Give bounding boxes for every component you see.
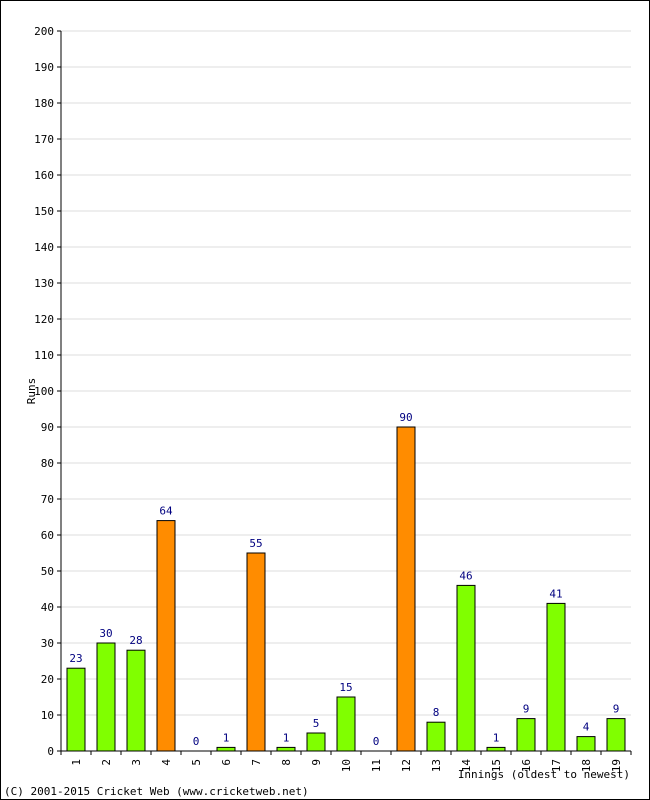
x-tick-label: 17 (550, 759, 563, 772)
data-label: 8 (433, 706, 440, 719)
x-tick-label: 4 (160, 759, 173, 766)
data-label: 90 (399, 411, 412, 424)
y-tick-label: 40 (41, 601, 54, 614)
y-tick-label: 150 (34, 205, 54, 218)
x-tick-label: 19 (610, 759, 623, 772)
x-tick-label: 6 (220, 759, 233, 766)
x-tick-label: 18 (580, 759, 593, 772)
x-tick-label: 9 (310, 759, 323, 766)
x-tick-label: 16 (520, 759, 533, 772)
bar (546, 602, 566, 752)
gridlines (61, 30, 631, 716)
bar (396, 426, 416, 752)
bar (426, 721, 446, 752)
x-tick-label: 1 (70, 759, 83, 766)
y-axis-title: Runs (25, 378, 38, 405)
y-tick-label: 190 (34, 61, 54, 74)
bar (96, 642, 116, 752)
y-tick-label: 180 (34, 97, 54, 110)
bar (276, 746, 296, 752)
data-label: 28 (129, 634, 142, 647)
y-tick-label: 110 (34, 349, 54, 362)
y-tick-label: 60 (41, 529, 54, 542)
data-label: 4 (583, 721, 590, 734)
data-label: 9 (613, 703, 620, 716)
x-tick-label: 13 (430, 759, 443, 772)
data-label: 41 (549, 587, 562, 600)
x-tick-label: 14 (460, 759, 473, 773)
data-label: 64 (159, 505, 173, 518)
x-tick-label: 5 (190, 759, 203, 766)
data-label: 9 (523, 703, 530, 716)
bar (216, 746, 236, 752)
bar (66, 667, 86, 752)
data-label: 1 (223, 731, 230, 744)
data-label: 0 (373, 735, 380, 748)
y-tick-label: 160 (34, 169, 54, 182)
x-tick-label: 8 (280, 759, 293, 766)
y-tick-label: 120 (34, 313, 54, 326)
bar (336, 696, 356, 752)
y-tick-label: 80 (41, 457, 54, 470)
bar (486, 746, 506, 752)
y-tick-label: 130 (34, 277, 54, 290)
bar (126, 649, 146, 752)
copyright-text: (C) 2001-2015 Cricket Web (www.cricketwe… (4, 785, 309, 798)
y-tick-label: 90 (41, 421, 54, 434)
y-tick-label: 170 (34, 133, 54, 146)
data-label: 15 (339, 681, 352, 694)
x-tick-label: 15 (490, 759, 503, 772)
x-axis-ticks: 1 2 3 4 5 6 7 8 9 10 11 12 13 14 15 16 17 18 19 (60, 751, 632, 773)
bar (246, 552, 266, 752)
y-tick-label: 10 (41, 709, 54, 722)
x-tick-label: 3 (130, 759, 143, 766)
y-tick-label: 0 (47, 745, 54, 758)
bar (306, 732, 326, 752)
bar (456, 584, 476, 752)
x-tick-label: 12 (400, 759, 413, 772)
data-label: 5 (313, 717, 320, 730)
bar (576, 736, 596, 752)
bar (606, 718, 626, 752)
bar (516, 718, 536, 752)
y-tick-label: 140 (34, 241, 54, 254)
data-label: 55 (249, 537, 262, 550)
data-label: 1 (283, 731, 290, 744)
bars (66, 426, 626, 752)
data-label: 46 (459, 569, 472, 582)
x-tick-label: 11 (370, 759, 383, 772)
y-tick-label: 20 (41, 673, 54, 686)
data-label: 0 (193, 735, 200, 748)
y-tick-label: 30 (41, 637, 54, 650)
y-axis-ticks: 0 10 20 30 40 50 60 70 80 90 100 110 120 130 140 150 160… (34, 25, 61, 758)
x-tick-label: 10 (340, 759, 353, 772)
y-tick-label: 50 (41, 565, 54, 578)
x-axis-title: Innings (oldest to newest) (458, 768, 630, 781)
data-label: 1 (493, 731, 500, 744)
bar (156, 520, 176, 752)
y-tick-label: 70 (41, 493, 54, 506)
data-label: 30 (99, 627, 112, 640)
x-tick-label: 2 (100, 759, 113, 766)
y-tick-label: 200 (34, 25, 54, 38)
data-label: 23 (69, 652, 82, 665)
x-tick-label: 7 (250, 759, 263, 766)
axes (60, 31, 631, 752)
y-tick-label: 100 (34, 385, 54, 398)
